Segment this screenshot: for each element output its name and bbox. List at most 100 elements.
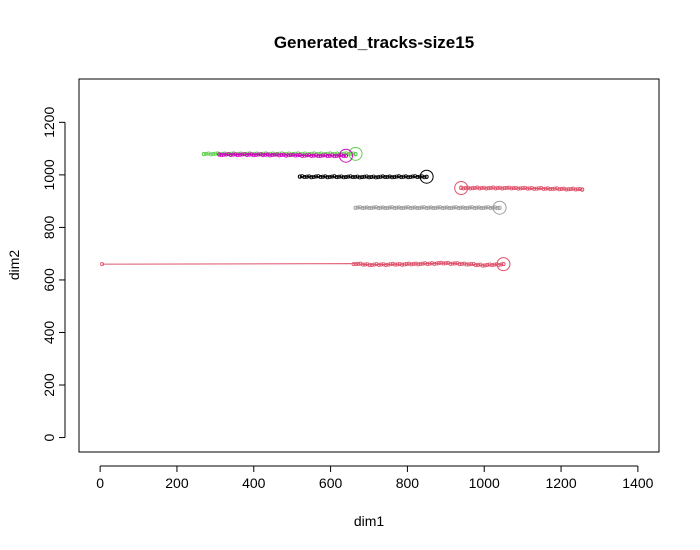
track-point [427,261,432,266]
track-point [378,205,383,210]
track-end-marker [496,257,511,272]
track-point [410,205,415,210]
track-point [355,205,360,210]
track-point [390,175,395,180]
track-point [219,153,224,158]
track-point [493,186,498,191]
track-point [403,205,408,210]
track-point [448,261,453,266]
track-point [561,186,566,191]
track-point [327,174,332,179]
track-point [281,152,286,157]
track-point [488,185,493,190]
track-point [337,174,342,179]
track-point [358,261,363,266]
y-tick-label: 1000 [41,159,57,190]
track-point [320,174,325,179]
track-point [548,187,553,192]
track-point [267,153,272,158]
track-point [318,175,323,180]
track-point [302,175,307,180]
track-point [327,153,332,158]
track-point [350,175,355,180]
track-point [381,262,386,267]
track-point [462,261,467,266]
track-point [284,153,289,158]
track-point [416,262,421,267]
track-point [422,175,427,180]
track-point [392,206,397,211]
track-point [343,174,348,179]
track-start-point [297,174,302,179]
track-point [568,186,573,191]
track-point [356,261,361,266]
x-tick-label: 1000 [469,475,500,491]
track-point [247,152,252,157]
track-point [411,262,416,267]
track-point [400,262,405,267]
track-point [395,262,400,267]
track-point [251,153,256,158]
track-point [362,174,367,179]
y-tick-label: 800 [41,216,57,240]
track-point [488,206,493,211]
track-point [573,187,578,192]
track-point [413,205,418,210]
track-point [425,261,430,266]
track-point [365,262,370,267]
track-point [380,174,385,179]
track-point [459,261,464,266]
track-point [360,175,365,180]
track-point [504,185,509,190]
track-start-point [100,262,105,267]
track-point [383,175,388,180]
track-point [489,263,494,268]
track-point [237,152,242,157]
track-point [486,186,491,191]
track-point [277,153,282,158]
track-point [355,174,360,179]
track-point [374,262,379,267]
track-point [369,174,374,179]
track-point [330,153,335,158]
x-tick-label: 600 [319,475,343,491]
track-point [240,152,245,157]
track-point [465,205,470,210]
track-point [429,205,434,210]
track-start-point [580,187,585,192]
track-point [454,205,459,210]
track-point [374,205,379,210]
track-point [473,262,478,267]
track-point [313,153,318,158]
track-point [393,262,398,267]
track-point [211,152,216,157]
track-point [387,174,392,179]
track-point [371,205,376,210]
x-tick-label: 400 [242,475,266,491]
track-point [509,186,514,191]
track-point [318,153,323,158]
track-point [442,205,447,210]
track-point [385,174,390,179]
track-point [466,262,471,267]
track-point [419,205,424,210]
track-point [575,187,580,192]
track-point [492,262,497,267]
x-tick-label: 200 [165,475,189,491]
track-point [436,261,441,266]
track-point [513,185,518,190]
track-point [441,261,446,266]
track-point [263,152,268,157]
track-point [401,205,406,210]
track-point [516,186,521,191]
track-start-point [201,151,206,156]
track-point [341,154,346,159]
track-point [490,205,495,210]
track-series [217,148,353,163]
track-point [475,185,480,190]
y-tick-label: 200 [41,373,57,397]
track-point [339,174,344,179]
track-point [420,261,425,266]
track-point [242,152,247,157]
